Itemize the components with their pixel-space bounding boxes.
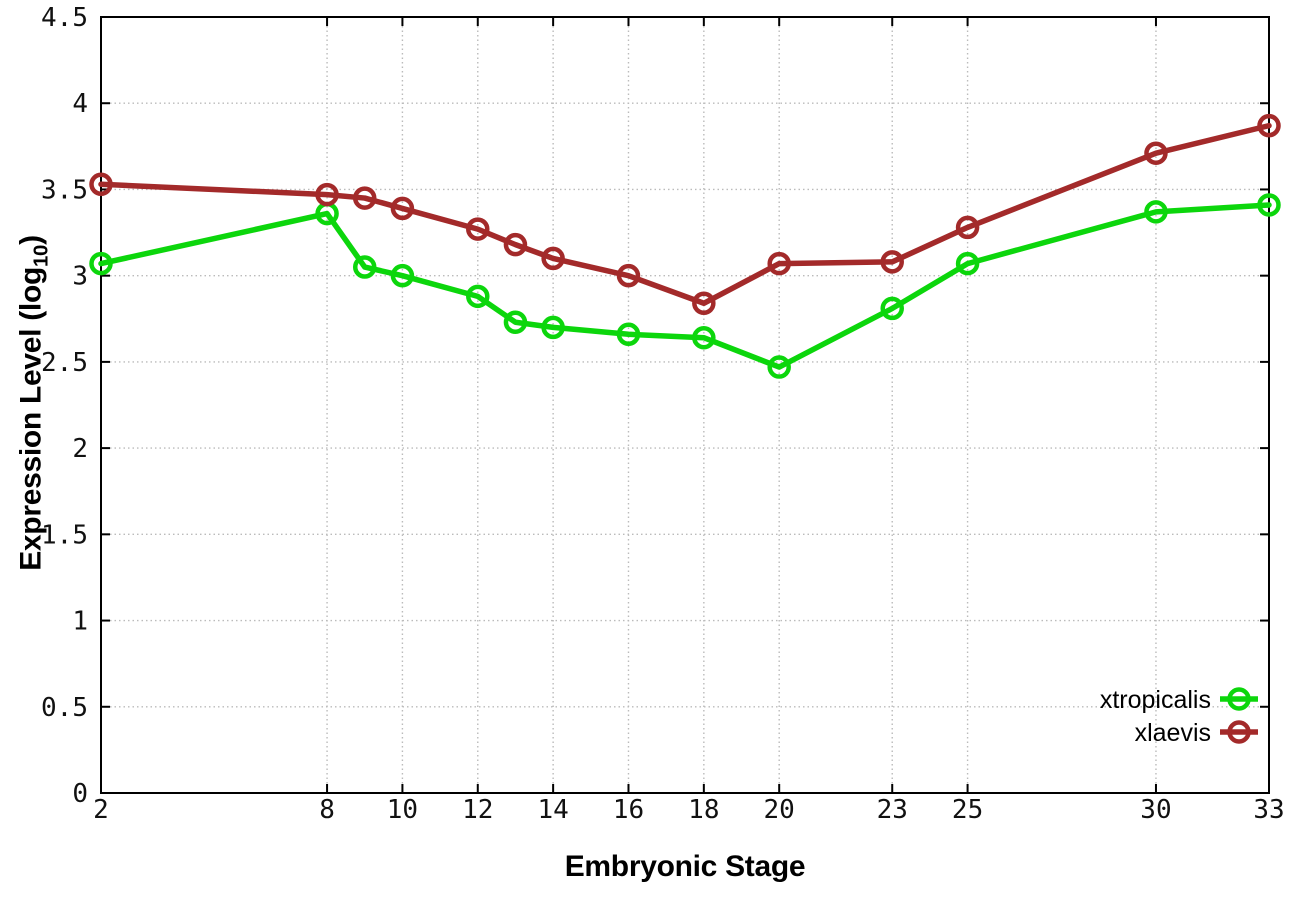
y-tick-label: 3 xyxy=(72,262,88,292)
y-axis-title: Expression Level (log10) xyxy=(15,235,54,571)
x-tick-label: 20 xyxy=(764,795,795,825)
x-tick-label: 23 xyxy=(877,795,908,825)
series-line-xtropicalis xyxy=(98,202,1272,370)
legend-marker-icon-xtropicalis xyxy=(1227,687,1251,711)
legend-label-xlaevis: xlaevis xyxy=(1135,719,1211,747)
x-tick-label: 10 xyxy=(387,795,418,825)
legend-item-xtropicalis: xtropicalis xyxy=(1100,686,1258,714)
legend: xtropicalis xlaevis xyxy=(1100,686,1258,747)
data-point-xtropicalis xyxy=(767,355,791,379)
data-point-xtropicalis xyxy=(1257,193,1281,217)
data-point-xtropicalis xyxy=(541,315,565,340)
x-tick-label: 25 xyxy=(952,795,983,825)
x-tick-label: 8 xyxy=(319,795,335,825)
data-point-xlaevis xyxy=(1257,113,1281,138)
x-tick-label: 14 xyxy=(537,795,568,825)
y-tick-label: 0 xyxy=(72,779,88,809)
data-point-xtropicalis xyxy=(390,263,415,288)
y-tick-label: 2 xyxy=(72,434,88,464)
data-point-xtropicalis xyxy=(616,322,641,347)
y-tick-label: 0.5 xyxy=(41,693,88,723)
y-axis-title-text: Expression Level (log xyxy=(14,267,48,571)
legend-marker-icon-xlaevis xyxy=(1227,720,1251,744)
data-point-xlaevis xyxy=(89,172,113,197)
data-point-xtropicalis xyxy=(466,284,490,309)
series-line-xlaevis xyxy=(98,122,1272,307)
x-axis-title: Embryonic Stage xyxy=(564,850,806,883)
plot-border xyxy=(100,16,1270,794)
data-point-xlaevis xyxy=(503,232,528,257)
y-tick-labels: 0 0.5 1 1.5 2 2.5 3 3.5 4 4.5 xyxy=(41,3,88,809)
x-tick-label: 16 xyxy=(613,795,644,825)
y-tick-label: 2.5 xyxy=(41,348,88,378)
x-tick-label: 30 xyxy=(1140,795,1171,825)
data-point-xlaevis xyxy=(955,215,980,240)
data-point-xlaevis xyxy=(390,196,415,221)
tick-marks xyxy=(100,16,1270,794)
x-tick-label: 18 xyxy=(688,795,719,825)
data-point-xlaevis xyxy=(616,263,641,288)
data-point-xtropicalis xyxy=(692,325,716,350)
y-tick-label: 1.5 xyxy=(41,520,88,550)
data-point-xtropicalis xyxy=(955,251,980,276)
data-point-xtropicalis xyxy=(503,310,528,334)
x-tick-label: 2 xyxy=(93,795,109,825)
x-tick-label: 33 xyxy=(1253,795,1284,825)
y-tick-label: 4 xyxy=(72,89,88,119)
data-point-xtropicalis xyxy=(880,296,904,321)
data-point-xtropicalis xyxy=(89,251,113,276)
data-point-xtropicalis xyxy=(1144,200,1168,224)
legend-label-xtropicalis: xtropicalis xyxy=(1100,686,1211,714)
data-point-xlaevis xyxy=(541,246,565,271)
y-tick-label: 1 xyxy=(72,607,88,637)
data-point-xlaevis xyxy=(352,186,377,210)
data-point-xlaevis xyxy=(767,251,791,276)
y-tick-label: 4.5 xyxy=(41,3,88,33)
data-point-xtropicalis xyxy=(352,255,377,279)
data-point-xlaevis xyxy=(1144,141,1168,165)
y-axis-title-close: ) xyxy=(14,235,48,245)
x-tick-labels: 2 8 10 12 14 16 18 20 23 25 30 33 xyxy=(93,795,1284,825)
data-point-xlaevis xyxy=(466,217,490,241)
data-point-xlaevis xyxy=(880,250,904,274)
x-tick-label: 12 xyxy=(462,795,493,825)
data-point-xlaevis xyxy=(692,291,716,316)
legend-item-xlaevis: xlaevis xyxy=(1135,719,1258,747)
data-point-xlaevis xyxy=(315,182,339,207)
series-xtropicalis xyxy=(89,193,1281,379)
gridlines xyxy=(101,17,1269,793)
y-tick-label: 3.5 xyxy=(41,175,88,205)
y-axis-title-subscript: 10 xyxy=(30,244,53,267)
series-xlaevis xyxy=(89,113,1281,316)
